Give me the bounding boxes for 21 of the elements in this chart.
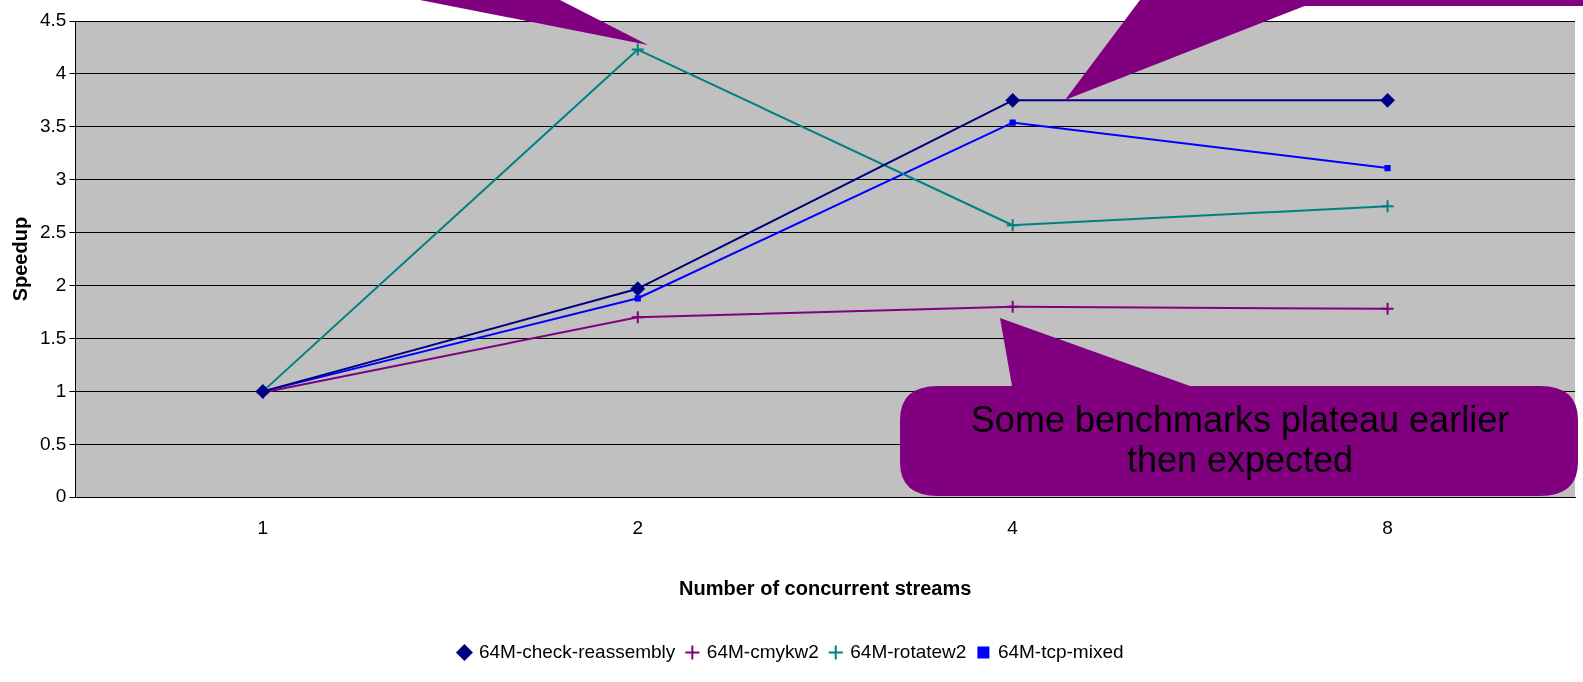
y-tick-label: 1.5 xyxy=(39,326,67,348)
y-tick-label: 0 xyxy=(55,485,67,507)
y-tick-label: 1 xyxy=(55,379,67,401)
legend-label: 64M-check-reassembly xyxy=(478,640,676,662)
x-tick-label: 2 xyxy=(632,516,644,538)
legend-label: 64M-rotatew2 xyxy=(850,640,967,662)
legend-label: 64M-cmykw2 xyxy=(706,640,819,662)
x-axis-title: Number of concurrent streams xyxy=(679,576,972,599)
y-tick-label: 2 xyxy=(55,273,67,295)
annotation: Some benchmarks plateau earlier then expected xyxy=(969,399,1511,480)
y-tick-label: 4 xyxy=(55,62,67,84)
x-tick-label: 4 xyxy=(1007,516,1019,538)
legend-label: 64M-tcp-mixed xyxy=(997,640,1124,662)
x-tick-label: 8 xyxy=(1382,516,1393,538)
y-tick-label: 3.5 xyxy=(39,115,67,137)
x-tick-label: 1 xyxy=(257,516,269,538)
y-tick-label: 4.5 xyxy=(39,9,67,31)
y-tick-label: 3 xyxy=(55,167,67,189)
y-tick-label: 2.5 xyxy=(39,220,67,242)
y-axis-title: Speedup xyxy=(8,216,31,302)
y-tick-label: 0.5 xyxy=(39,432,67,454)
